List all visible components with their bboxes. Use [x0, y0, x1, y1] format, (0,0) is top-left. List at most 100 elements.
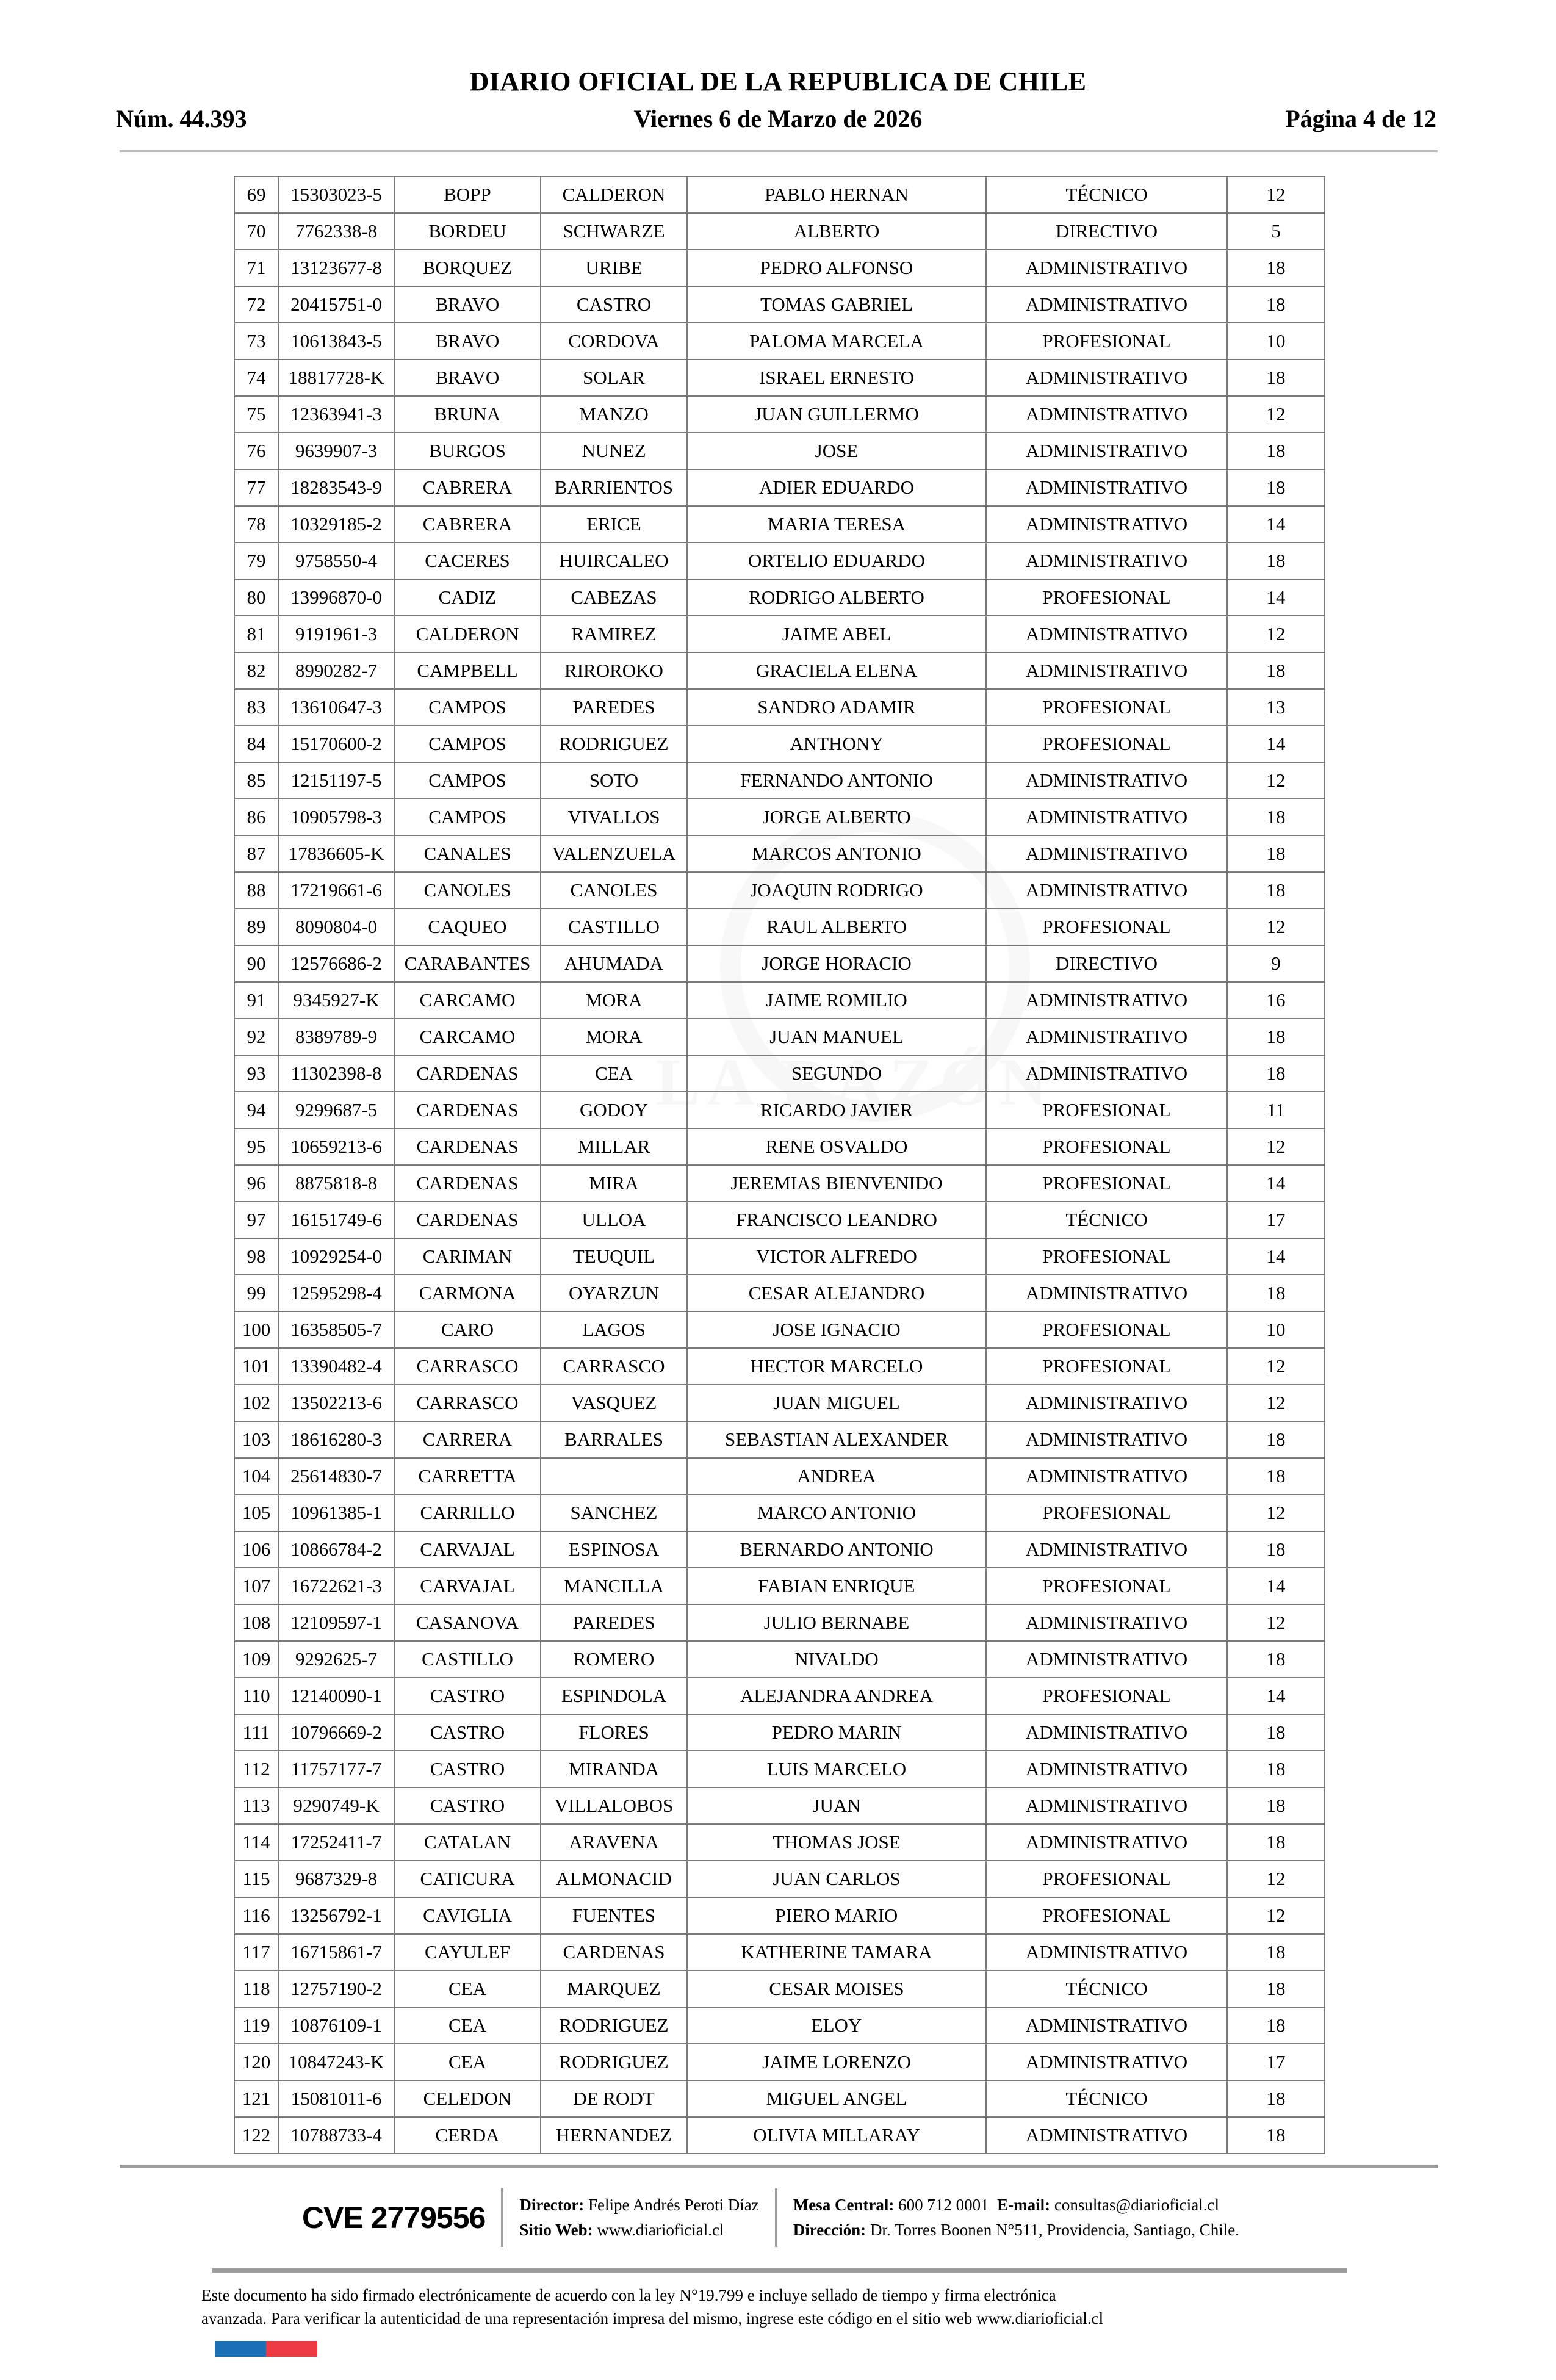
row-number: 112 [234, 1750, 279, 1788]
table-row: 70 7762338-8 BORDEU SCHWARZE ALBERTO DIRECTIV… [234, 212, 1325, 250]
table-row: 105 10961385-1 CARRILLO SANCHEZ MARCO ANTONI… [234, 1494, 1325, 1532]
row-category: PROFESIONAL [985, 1677, 1228, 1715]
director-label: Director: [519, 2195, 585, 2214]
row-category: ADMINISTRATIVO [985, 1714, 1228, 1751]
row-number: 72 [234, 286, 279, 323]
row-category: TÉCNICO [985, 1970, 1228, 2008]
address-line: Dirección: Dr. Torres Boonen N°511, Prov… [793, 2218, 1239, 2243]
row-surname-1: CARRERA [394, 1421, 541, 1459]
row-grade: 18 [1226, 1018, 1325, 1056]
row-grade: 12 [1226, 1494, 1325, 1532]
row-surname-2: BARRIENTOS [540, 469, 688, 507]
row-surname-1: BRAVO [394, 286, 541, 323]
website-value[interactable]: www.diarioficial.cl [597, 2221, 724, 2239]
row-firstnames: JOAQUIN RODRIGO [686, 871, 987, 909]
row-grade: 18 [1226, 469, 1325, 507]
row-grade: 12 [1226, 176, 1325, 214]
row-category: ADMINISTRATIVO [985, 1531, 1228, 1568]
row-surname-1: CAMPBELL [394, 652, 541, 690]
footer-separator-1 [501, 2188, 504, 2247]
table-row: 108 12109597-1 CASANOVA PAREDES JULIO BERNAB… [234, 1604, 1325, 1642]
row-firstnames: OLIVIA MILLARAY [686, 2116, 987, 2154]
row-category: DIRECTIVO [985, 212, 1228, 250]
email-value[interactable]: consultas@diarioficial.cl [1054, 2195, 1219, 2214]
row-firstnames: JAIME LORENZO [686, 2043, 987, 2081]
row-number: 84 [234, 725, 279, 763]
phone-value: 600 712 0001 [898, 2195, 989, 2214]
row-category: ADMINISTRATIVO [985, 1055, 1228, 1092]
row-surname-2: VASQUEZ [540, 1384, 688, 1422]
row-number: 104 [234, 1457, 279, 1495]
row-surname-1: BURGOS [394, 432, 541, 470]
row-surname-1: CATALAN [394, 1823, 541, 1861]
table-row: 86 10905798-3 CAMPOS VIVALLOS JORGE ALBERTO A… [234, 798, 1325, 836]
row-number: 105 [234, 1494, 279, 1532]
row-surname-2: HERNANDEZ [540, 2116, 688, 2154]
row-surname-2: ESPINDOLA [540, 1677, 688, 1715]
row-surname-2: RODRIGUEZ [540, 2007, 688, 2044]
row-category: ADMINISTRATIVO [985, 2007, 1228, 2044]
page-header: DIARIO OFICIAL DE LA REPUBLICA DE CHILE … [0, 66, 1556, 136]
row-surname-1: CASANOVA [394, 1604, 541, 1642]
publication-date: Viernes 6 de Marzo de 2026 [633, 105, 923, 132]
row-firstnames: TOMAS GABRIEL [686, 286, 987, 323]
table-row: 78 10329185-2 CABRERA ERICE MARIA TERESA ADMI… [234, 505, 1325, 543]
row-number: 95 [234, 1128, 279, 1166]
row-firstnames: JUAN MIGUEL [686, 1384, 987, 1422]
table-row: 95 10659213-6 CARDENAS MILLAR RENE OSVALDO PR… [234, 1128, 1325, 1166]
row-rut: 13256792-1 [278, 1897, 395, 1935]
row-surname-2: GODOY [540, 1091, 688, 1129]
row-category: DIRECTIVO [985, 945, 1228, 983]
row-number: 86 [234, 798, 279, 836]
row-category: ADMINISTRATIVO [985, 871, 1228, 909]
table-row: 115 9687329-8 CATICURA ALMONACID JUAN CARLOS… [234, 1860, 1325, 1898]
row-surname-2: CANOLES [540, 871, 688, 909]
row-grade: 18 [1226, 249, 1325, 287]
row-surname-1: CARRILLO [394, 1494, 541, 1532]
row-surname-1: CARO [394, 1311, 541, 1349]
row-surname-1: CASTRO [394, 1714, 541, 1751]
row-number: 115 [234, 1860, 279, 1898]
disclaimer-line-2: avanzada. Para verificar la autenticidad… [201, 2309, 1104, 2328]
row-surname-2: BARRALES [540, 1421, 688, 1459]
row-rut: 12140090-1 [278, 1677, 395, 1715]
row-category: ADMINISTRATIVO [985, 469, 1228, 507]
row-category: PROFESIONAL [985, 322, 1228, 360]
row-surname-1: CAMPOS [394, 725, 541, 763]
row-firstnames: SANDRO ADAMIR [686, 688, 987, 726]
table-row: 96 8875818-8 CARDENAS MIRA JEREMIAS BIENVENI… [234, 1164, 1325, 1202]
row-number: 121 [234, 2080, 279, 2118]
row-rut: 10613843-5 [278, 322, 395, 360]
row-firstnames: FRANCISCO LEANDRO [686, 1201, 987, 1239]
row-number: 119 [234, 2007, 279, 2044]
row-grade: 12 [1226, 1347, 1325, 1385]
row-grade: 18 [1226, 1274, 1325, 1312]
chile-flag-bar [215, 2341, 317, 2357]
row-surname-2: RODRIGUEZ [540, 725, 688, 763]
row-firstnames: PIERO MARIO [686, 1897, 987, 1935]
row-number: 118 [234, 1970, 279, 2008]
row-number: 117 [234, 1933, 279, 1971]
row-surname-1: CARDENAS [394, 1091, 541, 1129]
row-category: ADMINISTRATIVO [985, 1823, 1228, 1861]
row-grade: 14 [1226, 725, 1325, 763]
row-surname-1: CAQUEO [394, 908, 541, 946]
row-category: PROFESIONAL [985, 1897, 1228, 1935]
row-surname-1: CEA [394, 2043, 541, 2081]
table-row: 93 11302398-8 CARDENAS CEA SEGUNDO ADMINISTRA… [234, 1055, 1325, 1092]
row-rut: 13502213-6 [278, 1384, 395, 1422]
row-firstnames: JUAN [686, 1787, 987, 1825]
row-surname-2: AHUMADA [540, 945, 688, 983]
row-surname-2: CARDENAS [540, 1933, 688, 1971]
row-number: 76 [234, 432, 279, 470]
row-rut: 8875818-8 [278, 1164, 395, 1202]
row-category: PROFESIONAL [985, 1494, 1228, 1532]
director-value: Felipe Andrés Peroti Díaz [588, 2195, 759, 2214]
row-rut: 10796669-2 [278, 1714, 395, 1751]
table-row: 118 12757190-2 CEA MARQUEZ CESAR MOISES TÉCNI… [234, 1970, 1325, 2008]
row-surname-2: ARAVENA [540, 1823, 688, 1861]
row-surname-1: CARRASCO [394, 1384, 541, 1422]
row-number: 70 [234, 212, 279, 250]
table-row: 114 17252411-7 CATALAN ARAVENA THOMAS JOSE AD… [234, 1823, 1325, 1861]
